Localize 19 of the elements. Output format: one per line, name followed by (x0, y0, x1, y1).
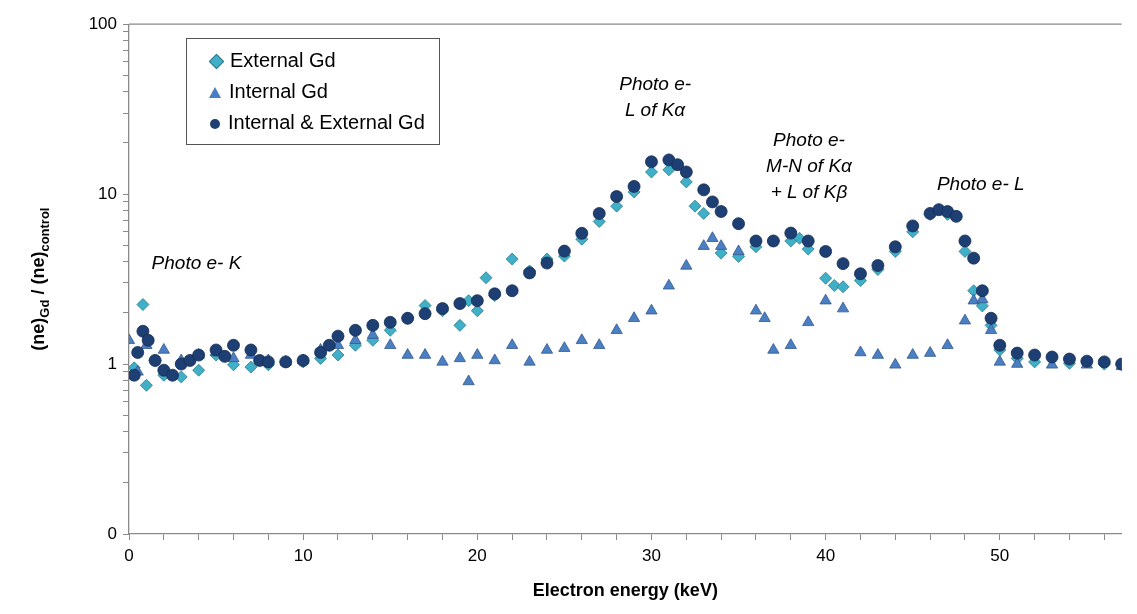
x-tick-label: 10 (293, 545, 313, 565)
y-tick-label: 10 (98, 183, 117, 203)
x-axis-title: Electron energy (keV) (532, 580, 718, 601)
x-tick-label: 50 (990, 545, 1010, 565)
legend-label: Internal & External Gd (228, 111, 425, 133)
annotation: Photo e- K (151, 252, 243, 274)
annotation: Photo e- L (936, 173, 1025, 195)
x-tick-label: 40 (816, 545, 836, 565)
y-tick-label: 1 (107, 353, 117, 373)
x-tick-label: 0 (124, 545, 134, 565)
x-tick-label: 30 (642, 545, 661, 565)
y-tick-label: 100 (88, 13, 117, 33)
y-axis-title: (ne)Gd / (ne)control (28, 207, 52, 351)
legend-label: Internal Gd (229, 80, 328, 102)
y-tick-label: 0 (107, 523, 117, 543)
annotation: Photo e- M-N of Kα + L of Kβ (766, 129, 854, 203)
x-tick-label: 20 (467, 545, 487, 565)
legend-label: External Gd (230, 49, 336, 71)
annotation: Photo e- L of Kα (619, 72, 692, 120)
